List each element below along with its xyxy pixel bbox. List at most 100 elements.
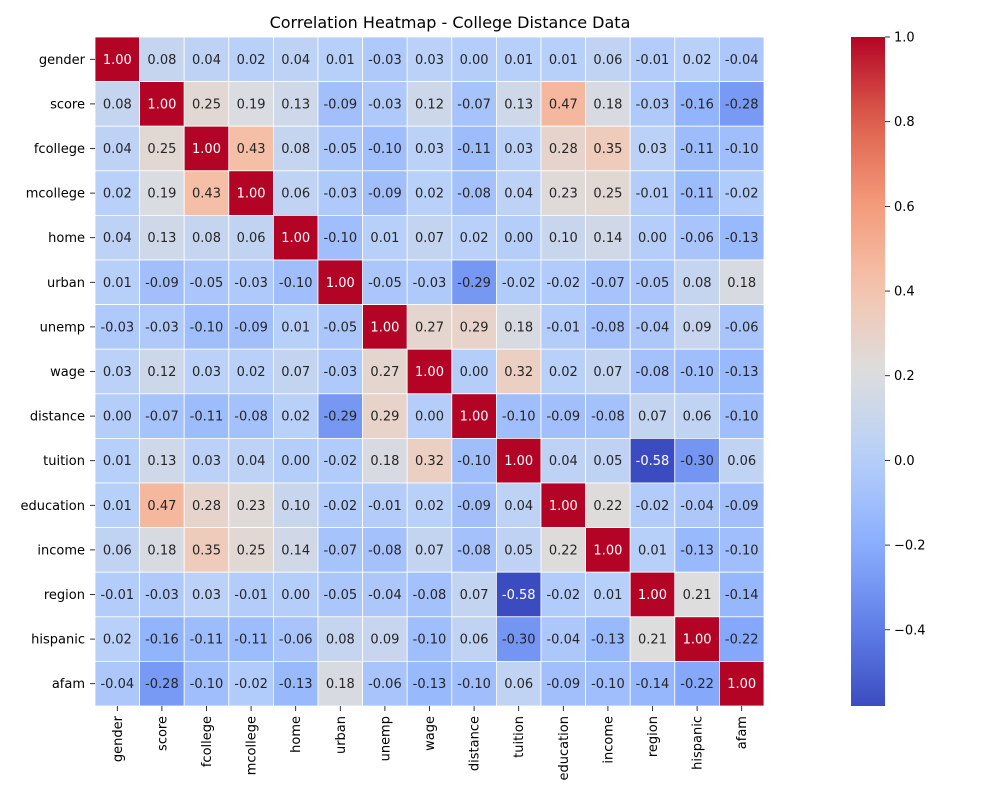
cell-value-label: -0.03 bbox=[368, 97, 402, 112]
heatmap-cell-tuition-tuition bbox=[495, 437, 542, 484]
cell-value-label: -0.03 bbox=[100, 320, 134, 335]
heatmap-cell-region-gender bbox=[94, 571, 140, 618]
cell-value-label: -0.28 bbox=[145, 677, 179, 692]
cell-value-label: 0.35 bbox=[593, 142, 622, 157]
column-label-income: income bbox=[601, 716, 616, 764]
cell-value-label: -0.08 bbox=[457, 187, 491, 202]
cell-value-label: -0.02 bbox=[323, 454, 357, 469]
heatmap-cell-home-hispanic bbox=[674, 214, 720, 261]
cell-value-label: -0.03 bbox=[145, 320, 179, 335]
cell-value-label: -0.29 bbox=[323, 410, 357, 425]
cell-value-label: -0.10 bbox=[457, 454, 491, 469]
heatmap-cell-distance-mcollege bbox=[228, 393, 274, 439]
heatmap-cell-mcollege-fcollege bbox=[183, 170, 230, 216]
heatmap-cell-region-wage bbox=[406, 571, 453, 618]
cell-value-label: 0.05 bbox=[504, 543, 533, 558]
heatmap-cells: 1.00 0.08 0.04 0.02 0.04 0.01 -0.03 0.03 0.00 0.0… bbox=[94, 36, 765, 707]
cell-value-label: -0.04 bbox=[680, 499, 714, 514]
heatmap-cell-hispanic-afam bbox=[719, 616, 765, 662]
cell-value-label: 0.28 bbox=[549, 142, 578, 157]
cell-value-label: 0.03 bbox=[638, 142, 667, 157]
row-label-afam: afam bbox=[52, 677, 85, 692]
cell-value-label: -0.11 bbox=[457, 142, 491, 157]
cell-value-label: 0.19 bbox=[147, 187, 176, 202]
heatmap-cell-urban-distance bbox=[451, 259, 497, 305]
heatmap-cell-score-fcollege bbox=[183, 81, 230, 127]
heatmap-cell-tuition-region bbox=[629, 437, 676, 484]
colorbar-tick-label: 0.8 bbox=[894, 115, 915, 130]
cell-value-label: 0.07 bbox=[415, 231, 444, 246]
cell-value-label: 0.18 bbox=[147, 543, 176, 558]
heatmap-cell-score-unemp bbox=[362, 81, 408, 127]
cell-value-label: 0.13 bbox=[504, 97, 533, 112]
cell-value-label: 0.02 bbox=[415, 187, 444, 202]
cell-value-label: -0.10 bbox=[502, 410, 536, 425]
cell-value-label: -0.16 bbox=[680, 97, 714, 112]
heatmap-cell-afam-wage bbox=[406, 661, 453, 707]
heatmap-cell-fcollege-unemp bbox=[362, 125, 408, 172]
cell-value-label: 0.01 bbox=[549, 53, 578, 68]
heatmap-cell-region-score bbox=[139, 571, 185, 618]
cell-value-label: -0.03 bbox=[636, 97, 670, 112]
cell-value-label: -0.07 bbox=[591, 276, 625, 291]
cell-value-label: 0.03 bbox=[192, 365, 221, 380]
cell-value-label: -0.06 bbox=[279, 633, 313, 648]
column-label-hispanic: hispanic bbox=[691, 716, 706, 770]
row-label-distance: distance bbox=[30, 410, 85, 425]
heatmap-cell-distance-income bbox=[585, 393, 631, 439]
cell-value-label: 0.02 bbox=[460, 231, 489, 246]
cell-value-label: 0.04 bbox=[237, 454, 266, 469]
cell-value-label: -0.08 bbox=[636, 365, 670, 380]
heatmap-cell-hispanic-income bbox=[585, 616, 631, 662]
cell-value-label: 0.08 bbox=[147, 53, 176, 68]
row-label-tuition: tuition bbox=[43, 454, 85, 469]
cell-value-label: -0.58 bbox=[502, 588, 536, 603]
row-label-home: home bbox=[48, 231, 85, 246]
heatmap-cell-unemp-unemp bbox=[362, 304, 408, 350]
cell-value-label: -0.06 bbox=[680, 231, 714, 246]
cell-value-label: 0.23 bbox=[237, 499, 266, 514]
heatmap-cell-region-afam bbox=[719, 571, 765, 618]
cell-value-label: 1.00 bbox=[460, 410, 489, 425]
cell-value-label: 0.25 bbox=[593, 187, 622, 202]
cell-value-label: 0.18 bbox=[727, 276, 756, 291]
cell-value-label: 0.09 bbox=[370, 633, 399, 648]
cell-value-label: 0.08 bbox=[326, 633, 355, 648]
heatmap-cell-score-home bbox=[272, 81, 319, 127]
cell-value-label: 0.01 bbox=[103, 454, 132, 469]
row-label-fcollege: fcollege bbox=[34, 142, 85, 157]
cell-value-label: -0.08 bbox=[591, 410, 625, 425]
heatmap-cell-unemp-hispanic bbox=[674, 304, 720, 350]
cell-value-label: 0.02 bbox=[103, 187, 132, 202]
heatmap-cell-distance-education bbox=[540, 393, 586, 439]
colorbar-tick-label: 0.2 bbox=[894, 369, 915, 384]
column-labels: gender score fcollege mcollege home urban unem… bbox=[111, 706, 750, 781]
heatmap-cell-score-mcollege bbox=[228, 81, 274, 127]
cell-value-label: 1.00 bbox=[370, 320, 399, 335]
cell-value-label: -0.04 bbox=[546, 633, 580, 648]
cell-value-label: 0.18 bbox=[593, 97, 622, 112]
cell-value-label: -0.01 bbox=[100, 588, 134, 603]
chart-title: Correlation Heatmap - College Distance D… bbox=[270, 13, 631, 32]
cell-value-label: 0.32 bbox=[415, 454, 444, 469]
cell-value-label: 0.06 bbox=[683, 410, 712, 425]
cell-value-label: 1.00 bbox=[549, 499, 578, 514]
cell-value-label: 0.29 bbox=[460, 320, 489, 335]
cell-value-label: -0.09 bbox=[323, 97, 357, 112]
heatmap-cell-gender-gender bbox=[94, 36, 140, 82]
cell-value-label: -0.09 bbox=[546, 410, 580, 425]
heatmap-cell-home-gender bbox=[94, 214, 140, 261]
cell-value-label: -0.10 bbox=[323, 231, 357, 246]
heatmap-cell-unemp-distance bbox=[451, 304, 497, 350]
cell-value-label: -0.29 bbox=[457, 276, 491, 291]
cell-value-label: -0.02 bbox=[636, 499, 670, 514]
cell-value-label: -0.07 bbox=[457, 97, 491, 112]
cell-value-label: -0.08 bbox=[234, 410, 268, 425]
heatmap-cell-unemp-afam bbox=[719, 304, 765, 350]
cell-value-label: -0.02 bbox=[546, 588, 580, 603]
heatmap-cell-home-urban bbox=[317, 214, 363, 261]
cell-value-label: 0.19 bbox=[237, 97, 266, 112]
cell-value-label: 0.07 bbox=[281, 365, 310, 380]
colorbar-tick-label: 0.4 bbox=[894, 285, 915, 300]
